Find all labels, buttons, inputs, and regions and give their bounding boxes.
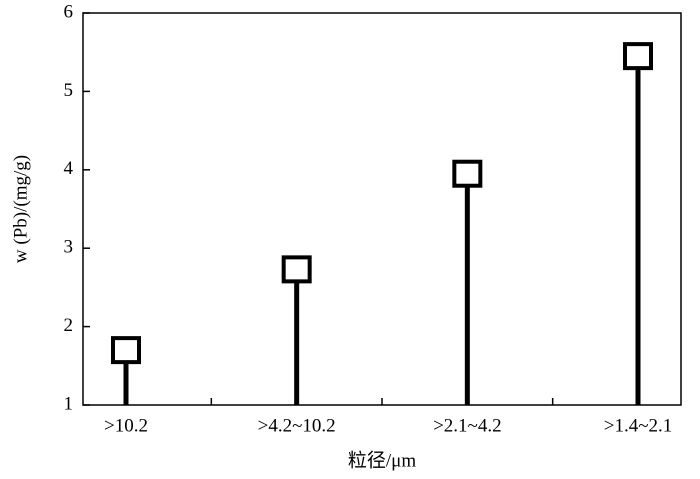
marker (623, 42, 653, 71)
marker (452, 159, 483, 188)
x-tick-label: >2.1~4.2 (433, 415, 502, 436)
x-tick-label: >1.4~2.1 (604, 415, 673, 436)
plot-frame (82, 12, 682, 406)
y-axis-label: w (Pb)/(mg/g) (10, 155, 31, 263)
y-tick-label: 5 (64, 80, 74, 101)
y-tick-label: 6 (64, 1, 74, 22)
x-axis-label: 粒径/μm (348, 449, 416, 471)
y-tick-label: 2 (64, 315, 74, 336)
x-tick-label: >10.2 (104, 415, 148, 436)
y-tick-label: 4 (64, 158, 74, 179)
y-tick-label: 3 (64, 237, 74, 258)
marker (281, 255, 312, 284)
x-tick-label: >4.2~10.2 (258, 415, 336, 436)
marker (111, 336, 141, 365)
y-tick-label: 1 (64, 393, 74, 414)
